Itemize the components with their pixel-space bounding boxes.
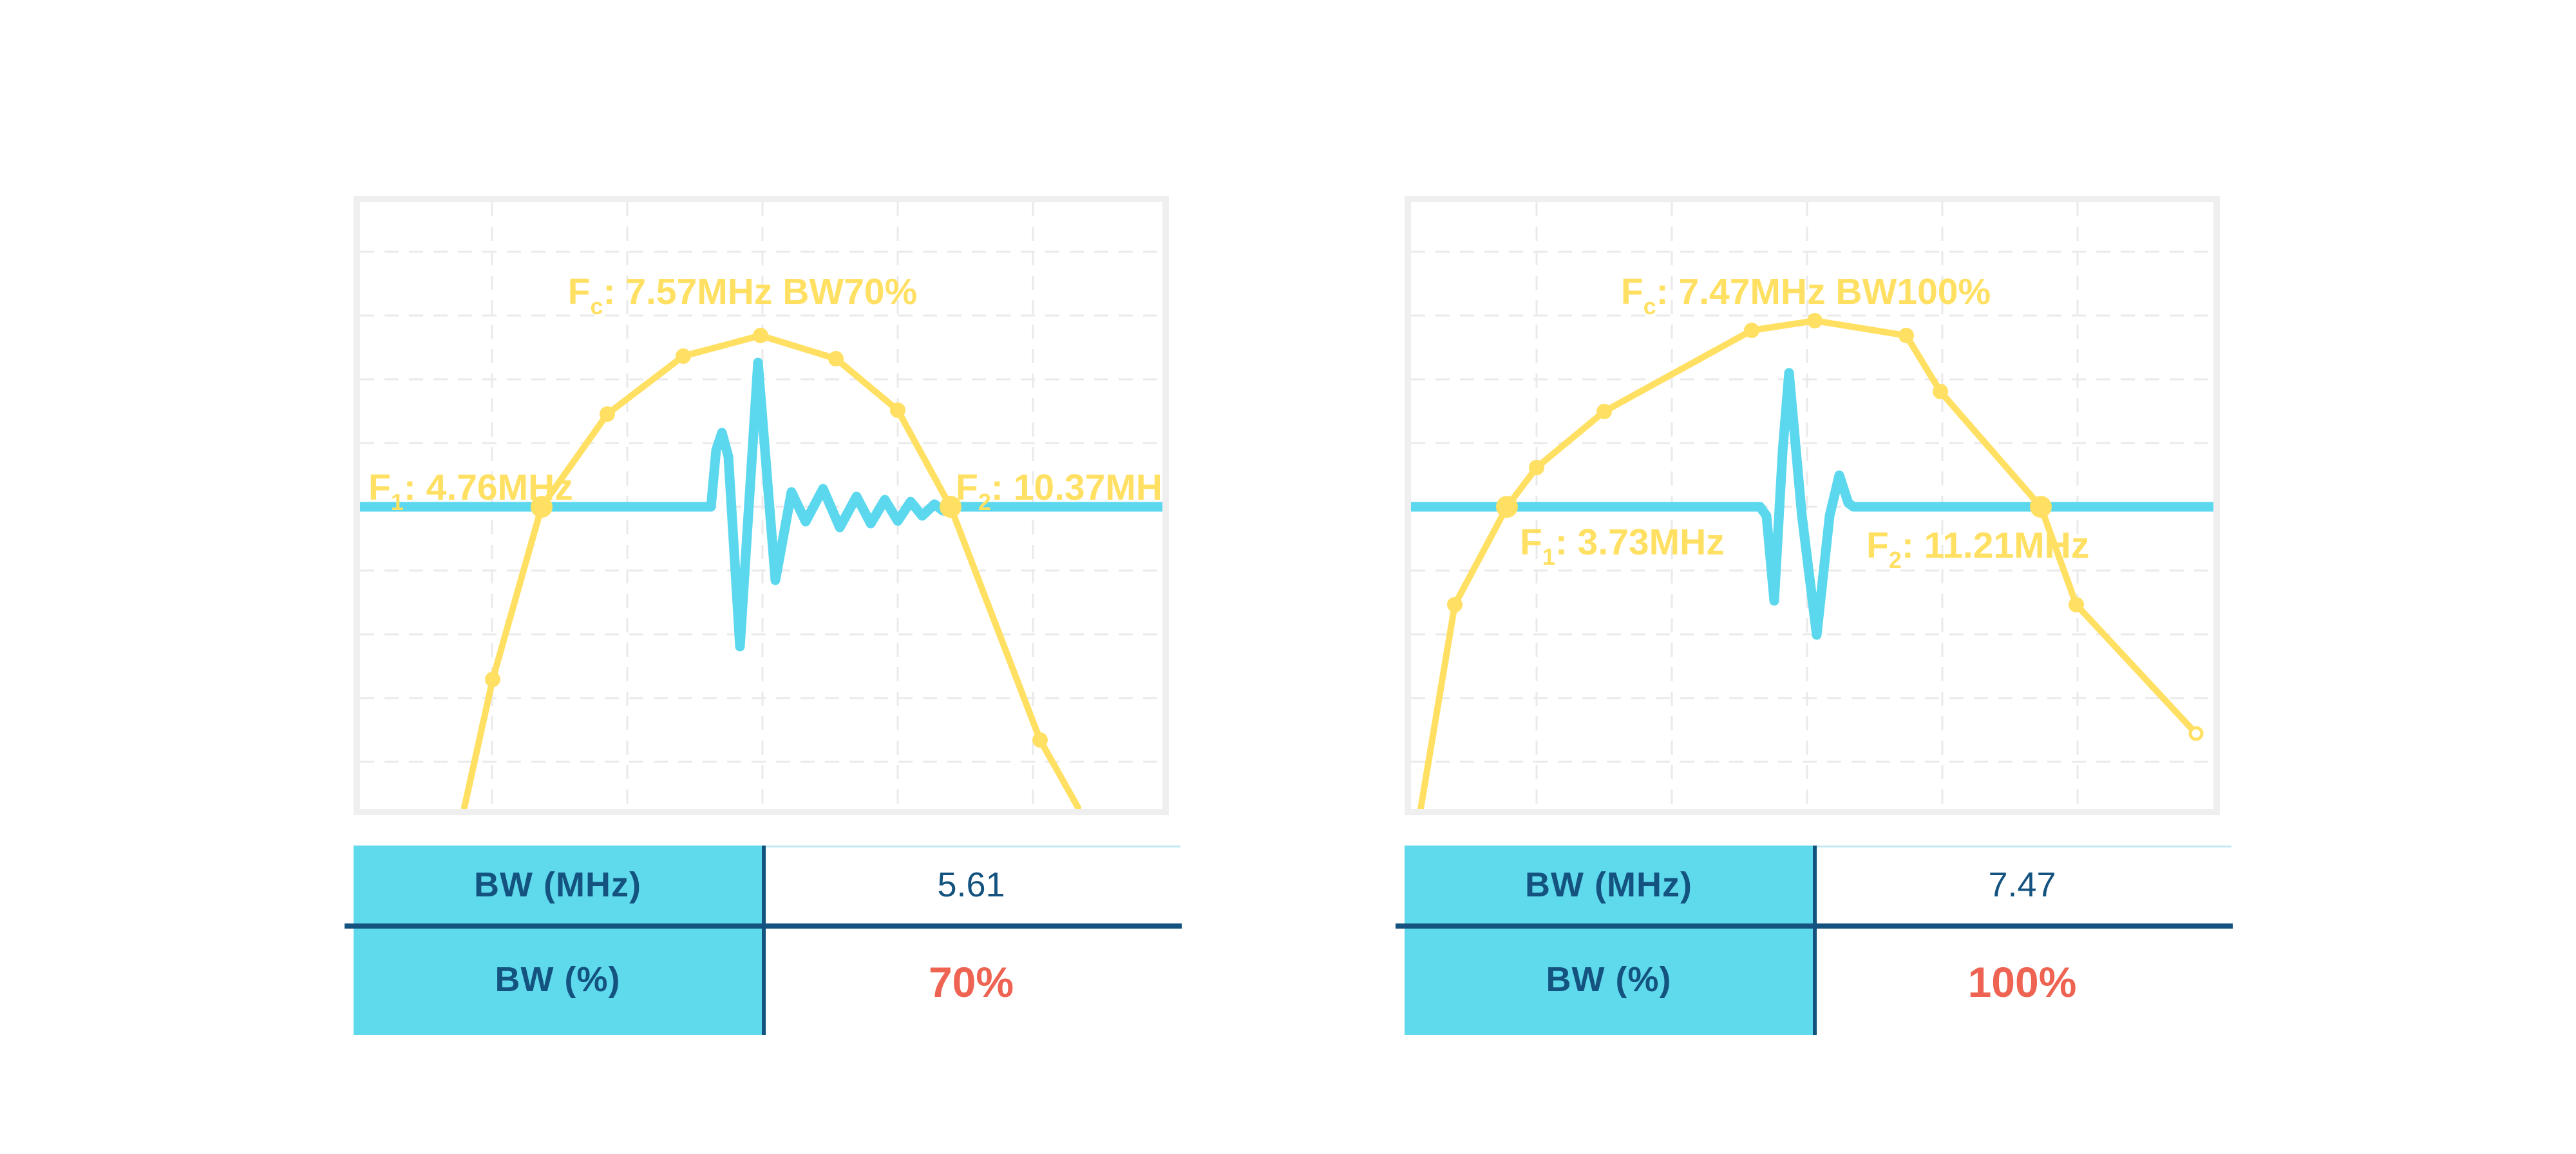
table-row: BW (%) 70%	[354, 923, 1180, 1035]
data-point-marker	[2188, 726, 2204, 741]
bandwidth-edge-marker	[1496, 496, 1518, 518]
annotation-f2: F2: 11.21MHz	[1866, 525, 2089, 573]
data-point-marker	[485, 672, 500, 687]
table-top-rule	[1817, 846, 2231, 847]
spectrum-markers	[1447, 313, 2204, 741]
annotation-f1: F1: 4.76MHz	[368, 467, 573, 515]
bandwidth-edge-marker	[531, 496, 553, 518]
data-point-marker	[828, 351, 844, 366]
right-chart-svg: Fc: 7.47MHz BW100% F1: 3.73MHz F2: 11.21MH…	[1411, 202, 2213, 809]
annotation-fc: Fc: 7.47MHz BW100%	[1621, 271, 1991, 319]
table-top-rule	[766, 846, 1180, 847]
bw-mhz-label: BW (MHz)	[354, 846, 762, 923]
bw-pct-value: 100%	[1967, 958, 2077, 1006]
annotation-f1: F1: 3.73MHz	[1520, 522, 1725, 570]
annotation-fc: Fc: 7.57MHz BW70%	[568, 271, 918, 319]
bw-pct-value: 70%	[928, 958, 1014, 1006]
bw-mhz-value: 7.47	[1988, 865, 2056, 904]
left-chart-svg: Fc: 7.57MHz BW70% F1: 4.76MHz F2: 10.37MHz	[360, 202, 1162, 809]
spectrum-markers	[485, 328, 1048, 748]
left-chart-panel: Fc: 7.57MHz BW70% F1: 4.76MHz F2: 10.37MHz	[354, 196, 1169, 815]
data-point-marker	[753, 328, 768, 343]
spectrum-curve	[1417, 317, 2199, 809]
table-row: BW (MHz) 7.47	[1405, 846, 2231, 923]
data-point-marker	[1596, 404, 1612, 419]
data-point-marker	[890, 402, 905, 418]
bandwidth-edge-marker	[940, 496, 961, 518]
right-chart-panel: Fc: 7.47MHz BW100% F1: 3.73MHz F2: 11.21MH…	[1405, 196, 2220, 815]
data-point-marker	[600, 406, 615, 422]
table-column-divider	[762, 846, 766, 1035]
data-point-marker	[1032, 732, 1048, 748]
pulse-waveform	[1411, 368, 2213, 640]
data-point-marker	[1807, 313, 1823, 328]
right-bw-table: BW (MHz) 7.47 BW (%) 100%	[1396, 846, 2233, 1035]
annotation-f2: F2: 10.37MHz	[956, 467, 1162, 515]
data-point-marker	[676, 348, 691, 364]
bw-mhz-label: BW (MHz)	[1405, 846, 1813, 923]
bw-pct-label: BW (%)	[354, 923, 762, 1035]
data-point-marker	[1529, 460, 1544, 475]
data-point-marker	[1899, 328, 1914, 343]
left-bw-table: BW (MHz) 5.61 BW (%) 70%	[345, 846, 1182, 1035]
table-column-divider	[1813, 846, 1817, 1035]
table-row: BW (%) 100%	[1405, 923, 2231, 1035]
data-point-marker	[1744, 323, 1759, 338]
data-point-marker	[1447, 597, 1463, 612]
pulse-waveform	[360, 357, 1162, 652]
data-point-marker	[1933, 384, 1948, 399]
table-row: BW (MHz) 5.61	[354, 846, 1180, 923]
data-point-marker	[2069, 597, 2084, 612]
bw-pct-label: BW (%)	[1405, 923, 1813, 1035]
bandwidth-edge-marker	[2030, 496, 2052, 518]
bw-mhz-value: 5.61	[937, 865, 1005, 904]
